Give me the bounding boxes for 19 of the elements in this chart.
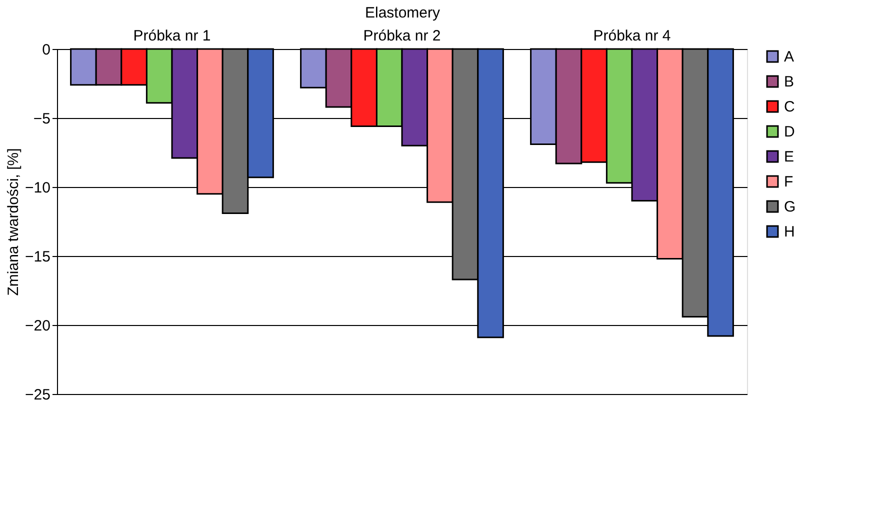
y-tick-label: 0: [42, 42, 50, 58]
legend-label: D: [784, 124, 795, 140]
legend-label: B: [784, 74, 794, 90]
y-tick-label: −20: [25, 318, 50, 334]
legend-label: H: [784, 224, 795, 240]
legend-label: E: [784, 148, 794, 166]
x-tick-label: Próbka nr 2: [363, 28, 441, 44]
y-tick-label: −25: [25, 386, 50, 404]
legend-label: G: [784, 198, 796, 216]
legend-label: F: [784, 174, 794, 190]
y-tick-label: −5: [33, 110, 50, 128]
x-tick-label: Próbka nr 1: [133, 28, 211, 44]
x-axis-title: Elastomery: [364, 4, 441, 22]
x-tick-label: Próbka nr 4: [593, 28, 671, 44]
y-axis-title: Zmiana twardości, [%]: [5, 148, 22, 296]
legend-label: C: [784, 98, 795, 116]
y-tick-label: −10: [25, 180, 50, 196]
y-tick-label: −15: [25, 248, 50, 266]
legend-label: A: [784, 48, 794, 66]
